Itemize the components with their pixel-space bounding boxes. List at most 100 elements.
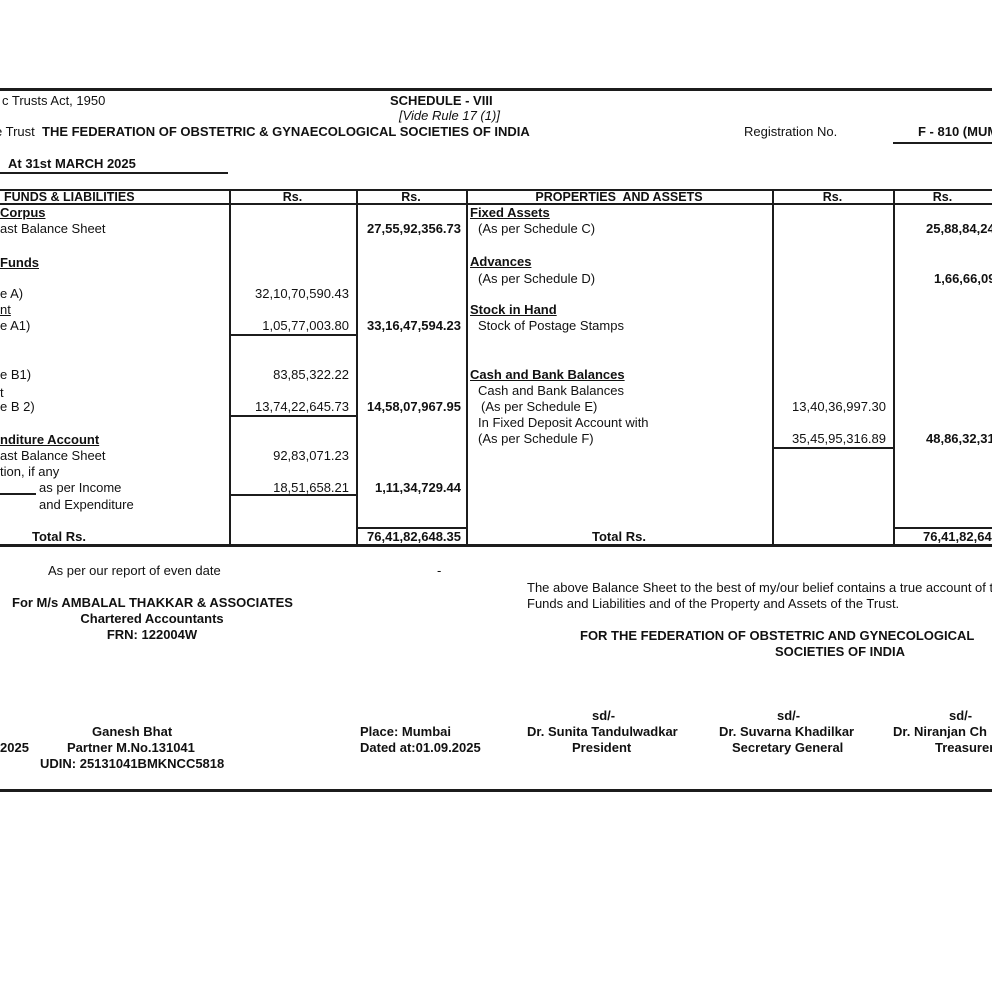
report-even-date-line: As per our report of even date: [48, 563, 221, 578]
asset-col4-subline: [772, 447, 894, 449]
col-header-rs-1: Rs.: [282, 190, 303, 204]
stock-in-hand-heading: Stock in Hand: [470, 302, 557, 317]
fixed-assets-heading: Fixed Assets: [470, 205, 550, 220]
schedule-b2-amount: 13,74,22,645.73: [255, 399, 349, 414]
ie-amount-1: 92,83,071.23: [273, 448, 349, 463]
as-at-underline: [0, 172, 228, 174]
assets-total-label: Total Rs.: [592, 529, 646, 544]
advances-amount-fragment: 1,66,66,09: [934, 271, 992, 286]
auditor-membership: Partner M.No.131041: [67, 740, 195, 755]
vide-rule: [Vide Rule 17 (1)]: [399, 108, 500, 123]
corpus-line-fragment: ast Balance Sheet: [0, 221, 106, 236]
date-fragment: 2025: [0, 740, 29, 755]
schedule-a1-fragment: e A1): [0, 318, 31, 333]
table-divider-2: [356, 189, 358, 546]
cut-letter-fragment: t: [0, 385, 4, 400]
page-top-rule: [0, 88, 992, 91]
cash-amount-1: 13,40,36,997.30: [792, 399, 886, 414]
fixed-deposit-line: In Fixed Deposit Account with: [478, 415, 649, 430]
table-divider-1: [229, 189, 231, 546]
cash-amount-2: 35,45,95,316.89: [792, 431, 886, 446]
b-subtotal-amount: 14,58,07,967.95: [367, 399, 461, 414]
liab-col1-subline-2: [229, 415, 357, 417]
ie-and-expenditure: and Expenditure: [39, 497, 134, 512]
ie-subtotal-amount: 1,11,34,729.44: [374, 480, 461, 495]
registration-underline: [893, 142, 992, 144]
registration-label: Registration No.: [744, 124, 838, 139]
col-header-funds-liabilities: FUNDS & LIABILITIES: [4, 190, 135, 204]
corpus-total-amount: 27,55,92,356.73: [367, 221, 461, 236]
trust-prefix-fragment: e Trust: [0, 124, 35, 139]
table-bottom-rule: [0, 544, 992, 547]
auditor-role: Chartered Accountants: [80, 611, 224, 626]
schedule-a1-amount: 1,05,77,003.80: [262, 318, 349, 333]
federation-sign-line1: FOR THE FEDERATION OF OBSTETRIC AND GYNE…: [580, 628, 975, 643]
advances-schedule-d: (As per Schedule D): [478, 271, 596, 286]
table-header-bottom-rule: [0, 203, 992, 205]
sd-mark-2: sd/-: [777, 708, 801, 723]
auditor-firm: For M/s AMBALAL THAKKAR & ASSOCIATES: [12, 595, 293, 610]
belief-statement-line1: The above Balance Sheet to the best of m…: [527, 580, 992, 595]
table-divider-3: [466, 189, 468, 546]
col-header-rs-4: Rs.: [932, 190, 953, 204]
sd-mark-1: sd/-: [592, 708, 616, 723]
advances-heading: Advances: [470, 254, 532, 269]
funds-heading-fragment: Funds: [0, 255, 39, 270]
table-header-top-rule: [0, 189, 992, 191]
schedule-b1-fragment: e B1): [0, 367, 32, 382]
place-line: Place: Mumbai: [360, 724, 452, 739]
sig2-name: Dr. Suvarna Khadilkar: [719, 724, 855, 739]
sd-mark-3: sd/-: [949, 708, 973, 723]
schedule-a-fragment: e A): [0, 286, 24, 301]
income-expenditure-heading-fragment: nditure Account: [0, 432, 100, 447]
ie-appropriation-fragment: tion, if any: [0, 464, 60, 479]
cash-schedule-e: (As per Schedule E): [481, 399, 598, 414]
ie-balance-sheet-fragment: ast Balance Sheet: [0, 448, 106, 463]
stock-postage-stamps: Stock of Postage Stamps: [478, 318, 624, 333]
investment-heading-fragment: nt: [0, 302, 11, 317]
page-bottom-rule: [0, 789, 992, 792]
trust-name: THE FEDERATION OF OBSTETRIC & GYNAECOLOG…: [42, 124, 530, 139]
auditor-name: Ganesh Bhat: [92, 724, 173, 739]
registration-value: F - 810 (MUM: [918, 124, 992, 139]
schedule-title: SCHEDULE - VIII: [390, 93, 493, 108]
schedule-b2-fragment: e B 2): [0, 399, 35, 414]
cash-subtotal-fragment: 48,86,32,31: [926, 431, 992, 446]
corpus-heading: Corpus: [0, 205, 46, 220]
dash-mark: -: [437, 563, 442, 578]
liab-col1-subline-3: [229, 494, 357, 496]
schedule-b1-amount: 83,85,322.22: [273, 367, 349, 382]
ie-as-per-income: as per Income: [39, 480, 122, 495]
liab-col1-subline-1: [229, 334, 357, 336]
sig2-role: Secretary General: [732, 740, 844, 755]
as-at-line: At 31st MARCH 2025: [8, 156, 136, 171]
col-header-rs-3: Rs.: [822, 190, 843, 204]
assets-total-amount-fragment: 76,41,82,64: [923, 529, 992, 544]
sig3-name-fragment: Dr. Niranjan Ch: [893, 724, 987, 739]
sig1-name: Dr. Sunita Tandulwadkar: [527, 724, 678, 739]
liab-total-topline: [356, 527, 467, 529]
table-divider-5: [893, 189, 895, 546]
fixed-assets-amount-fragment: 25,88,84,24: [926, 221, 992, 236]
liabilities-total-label: Total Rs.: [32, 529, 86, 544]
sig3-role: Treasurer: [935, 740, 992, 755]
table-divider-4: [772, 189, 774, 546]
fixed-assets-schedule-c: (As per Schedule C): [478, 221, 596, 236]
ie-blank-underline: [0, 493, 36, 495]
belief-statement-line2: Funds and Liabilities and of the Propert…: [527, 596, 900, 611]
funds-subtotal-amount: 33,16,47,594.23: [367, 318, 461, 333]
federation-sign-line2: SOCIETIES OF INDIA: [775, 644, 906, 659]
asset-total-topline: [893, 527, 992, 529]
auditor-udin: UDIN: 25131041BMKNCC5818: [40, 756, 225, 771]
cash-bank-line: Cash and Bank Balances: [478, 383, 624, 398]
cash-bank-heading: Cash and Bank Balances: [470, 367, 625, 382]
dated-line: Dated at:01.09.2025: [360, 740, 481, 755]
ie-amount-2: 18,51,658.21: [273, 480, 349, 495]
col-header-rs-2: Rs.: [401, 190, 421, 204]
schedule-a-amount: 32,10,70,590.43: [255, 286, 349, 301]
auditor-frn: FRN: 122004W: [106, 627, 198, 642]
liabilities-total-amount: 76,41,82,648.35: [367, 529, 461, 544]
act-line-fragment: c Trusts Act, 1950: [2, 93, 106, 108]
sig1-role: President: [572, 740, 632, 755]
